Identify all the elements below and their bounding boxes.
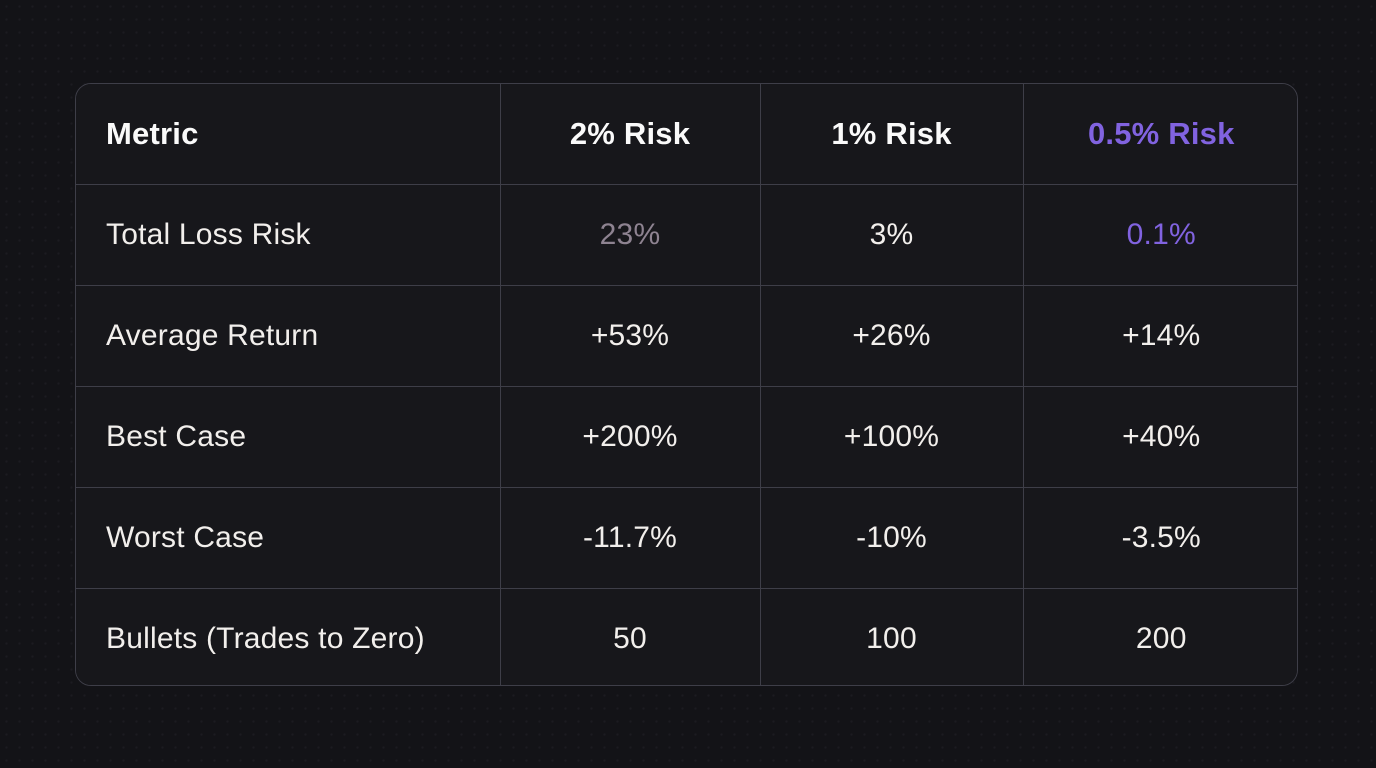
table-row-average-return: Average Return +53% +26% +14% xyxy=(76,285,1297,387)
row-label-average-return: Average Return xyxy=(76,285,501,387)
row-label-total-loss-risk: Total Loss Risk xyxy=(76,184,501,286)
cell-bullets-05pct: 200 xyxy=(1022,588,1297,685)
risk-comparison-table: Metric 2% Risk 1% Risk 0.5% Risk Total L… xyxy=(75,83,1298,686)
cell-average-return-1pct: +26% xyxy=(759,285,1024,387)
cell-worst-case-2pct: -11.7% xyxy=(499,487,761,589)
cell-bullets-2pct: 50 xyxy=(499,588,761,685)
cell-total-loss-risk-05pct: 0.1% xyxy=(1022,184,1297,286)
column-header-2pct-risk: 2% Risk xyxy=(499,84,761,185)
cell-best-case-05pct: +40% xyxy=(1022,386,1297,488)
risk-table: Metric 2% Risk 1% Risk 0.5% Risk Total L… xyxy=(76,84,1297,685)
cell-best-case-1pct: +100% xyxy=(759,386,1024,488)
row-label-best-case: Best Case xyxy=(76,386,501,488)
cell-worst-case-1pct: -10% xyxy=(759,487,1024,589)
cell-average-return-2pct: +53% xyxy=(499,285,761,387)
table-row-best-case: Best Case +200% +100% +40% xyxy=(76,386,1297,488)
cell-total-loss-risk-2pct: 23% xyxy=(499,184,761,286)
table-row-bullets: Bullets (Trades to Zero) 50 100 200 xyxy=(76,588,1297,685)
row-label-bullets: Bullets (Trades to Zero) xyxy=(76,588,501,685)
cell-average-return-05pct: +14% xyxy=(1022,285,1297,387)
row-label-worst-case: Worst Case xyxy=(76,487,501,589)
cell-total-loss-risk-1pct: 3% xyxy=(759,184,1024,286)
cell-worst-case-05pct: -3.5% xyxy=(1022,487,1297,589)
cell-bullets-1pct: 100 xyxy=(759,588,1024,685)
table-row-total-loss-risk: Total Loss Risk 23% 3% 0.1% xyxy=(76,184,1297,286)
column-header-1pct-risk: 1% Risk xyxy=(759,84,1024,185)
table-row-worst-case: Worst Case -11.7% -10% -3.5% xyxy=(76,487,1297,589)
column-header-metric: Metric xyxy=(76,84,501,185)
cell-best-case-2pct: +200% xyxy=(499,386,761,488)
column-header-05pct-risk: 0.5% Risk xyxy=(1022,84,1297,185)
table-header-row: Metric 2% Risk 1% Risk 0.5% Risk xyxy=(76,84,1297,185)
